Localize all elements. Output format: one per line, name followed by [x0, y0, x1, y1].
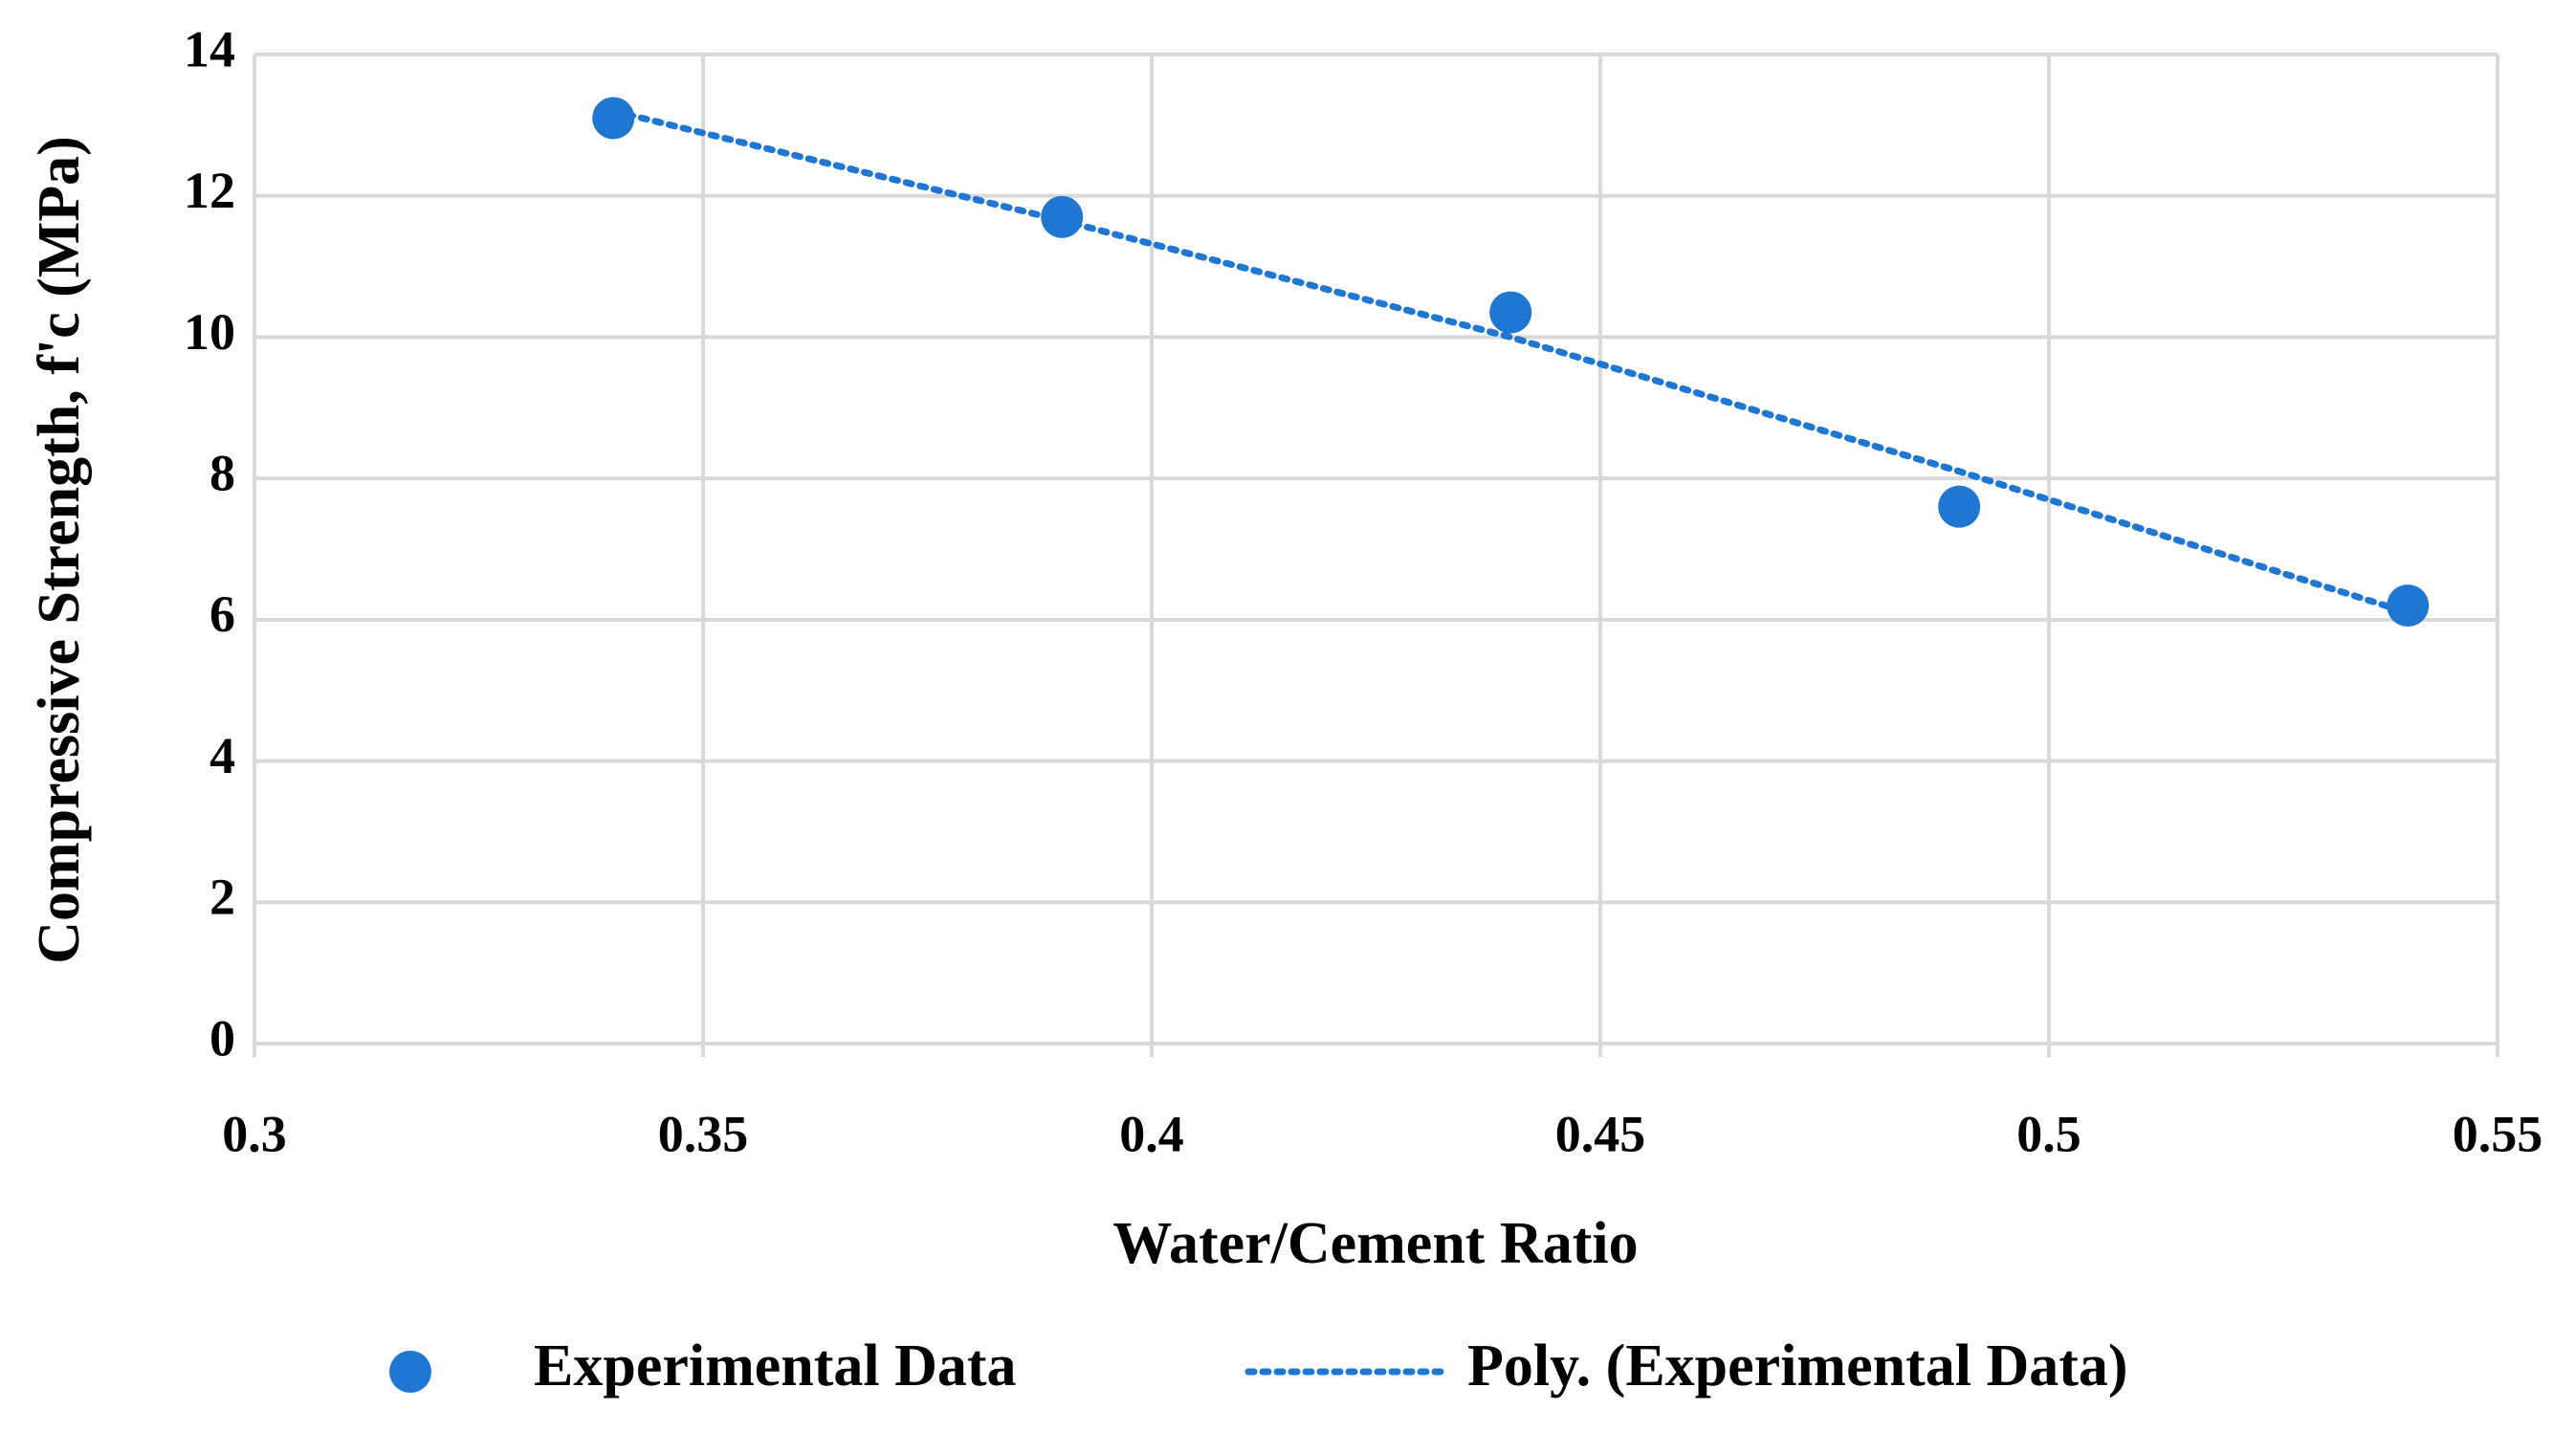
legend-label: Experimental Data [534, 1333, 1017, 1399]
data-point [1489, 291, 1532, 334]
data-point [592, 97, 635, 140]
trend-line [609, 107, 2411, 616]
y-tick-label: 8 [209, 445, 235, 502]
x-tick-label: 0.45 [1555, 1105, 1646, 1162]
data-point [2387, 584, 2430, 628]
x-axis-title: Water/Cement Ratio [1112, 1211, 1638, 1276]
y-tick-label: 14 [184, 20, 235, 77]
y-tick-label: 4 [209, 727, 235, 784]
y-tick-label: 10 [184, 303, 235, 361]
data-point [1938, 485, 1981, 528]
data-point [1041, 195, 1084, 238]
x-tick-label: 0.4 [1119, 1105, 1184, 1162]
x-tick-label: 0.35 [658, 1105, 749, 1162]
y-axis-title: Compressive Strength, f'c (MPa) [27, 136, 92, 964]
y-tick-label: 2 [209, 869, 235, 926]
legend-marker [389, 1351, 431, 1393]
y-tick-label: 12 [184, 162, 235, 219]
y-tick-label: 6 [209, 585, 235, 643]
x-tick-label: 0.5 [2016, 1105, 2081, 1162]
x-tick-label: 0.3 [222, 1105, 287, 1162]
y-tick-label: 0 [209, 1009, 235, 1067]
legend-label: Poly. (Experimental Data) [1467, 1333, 2128, 1399]
x-tick-label: 0.55 [2453, 1105, 2543, 1162]
